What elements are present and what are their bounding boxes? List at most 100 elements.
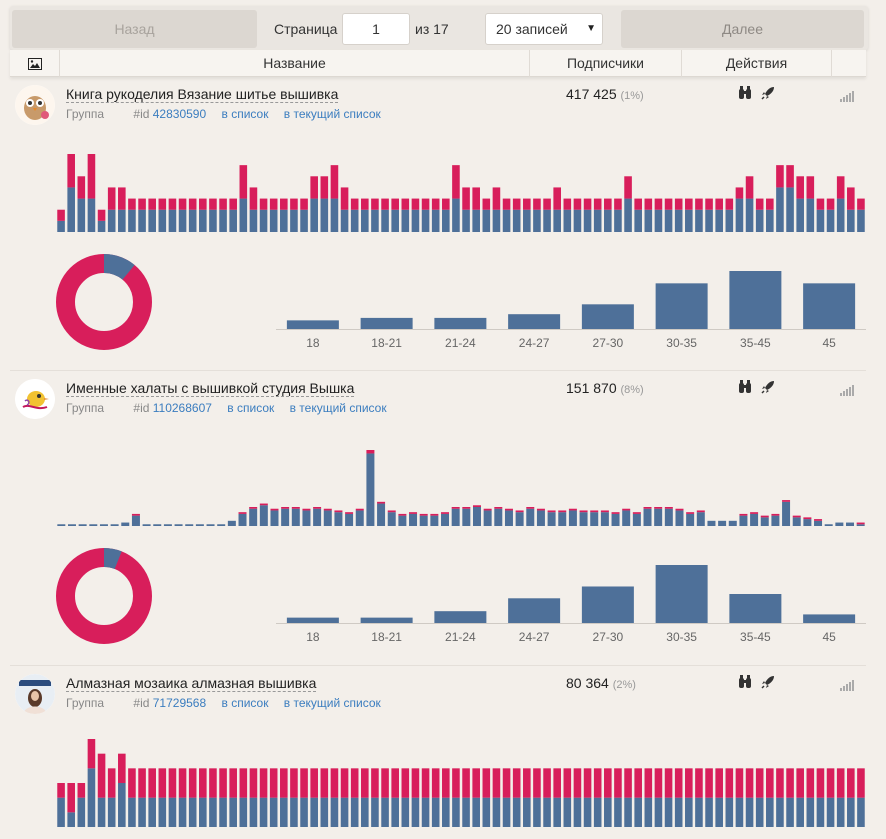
activity-bar-base xyxy=(199,209,207,232)
activity-bar-base xyxy=(792,517,801,526)
activity-bar-base xyxy=(138,797,146,827)
activity-bar-base xyxy=(771,515,780,526)
activity-chart xyxy=(57,450,865,526)
activity-bar-top xyxy=(355,508,364,511)
subscribers-value: 417 425 xyxy=(566,86,617,102)
activity-bar-base xyxy=(553,209,561,232)
activity-bar-base xyxy=(67,812,75,827)
group-title[interactable]: Именные халаты с вышивкой студия Вышка xyxy=(66,380,355,397)
binoculars-icon[interactable] xyxy=(738,86,752,100)
activity-bar-base xyxy=(401,797,410,827)
age-bar xyxy=(508,314,561,329)
activity-bar-top xyxy=(593,198,602,210)
activity-bar-base xyxy=(553,797,561,827)
activity-bar-top xyxy=(229,768,237,798)
page-input[interactable]: 1 xyxy=(342,13,410,45)
per-page-select[interactable]: 20 записей ▼ xyxy=(485,13,603,45)
group-avatar[interactable] xyxy=(15,674,55,714)
activity-bar-base xyxy=(814,520,823,526)
activity-bar-top xyxy=(300,198,308,210)
activity-bar-base xyxy=(515,512,524,526)
activity-bar-top xyxy=(786,165,794,188)
activity-bar-base xyxy=(492,797,501,827)
age-bar xyxy=(581,304,634,329)
activity-bar-base xyxy=(573,209,582,232)
group-id-link[interactable]: 71729568 xyxy=(152,696,207,710)
activity-bar-top xyxy=(611,512,620,514)
name-column-header[interactable]: Название xyxy=(60,50,530,77)
signal-icon[interactable] xyxy=(840,384,856,396)
activity-bar-top xyxy=(361,768,369,798)
add-to-current-list-link[interactable]: в текущий список xyxy=(289,401,387,415)
activity-bar-base xyxy=(138,209,146,232)
activity-bar-base xyxy=(462,209,470,232)
activity-bar-base xyxy=(543,209,551,232)
age-tick-label: 18-21 xyxy=(371,336,402,350)
activity-bar-top xyxy=(330,768,339,798)
row-divider xyxy=(10,665,866,666)
activity-bar-top xyxy=(515,510,524,513)
activity-bar-top xyxy=(409,512,418,514)
activity-bar-base xyxy=(57,797,65,827)
group-title[interactable]: Алмазная мозаика алмазная вышивка xyxy=(66,675,317,692)
activity-bar-base xyxy=(568,510,577,526)
activity-bar-top xyxy=(806,176,815,199)
activity-bar-top xyxy=(280,198,288,210)
activity-bar-base xyxy=(462,797,470,827)
group-title[interactable]: Книга рукоделия Вязание шитье вышивка xyxy=(66,86,339,103)
donut-slice-minor xyxy=(56,548,152,644)
image-column-header[interactable] xyxy=(10,50,60,77)
rocket-icon[interactable] xyxy=(761,675,775,689)
activity-bar-top xyxy=(452,165,460,199)
activity-bar-top xyxy=(411,768,420,798)
activity-bar-base xyxy=(366,453,375,526)
activity-bar-base xyxy=(118,209,126,232)
add-to-list-link[interactable]: в список xyxy=(221,696,269,710)
activity-bar-top xyxy=(771,513,780,516)
activity-bar-top xyxy=(590,510,599,513)
activity-bar-base xyxy=(209,209,217,232)
binoculars-icon[interactable] xyxy=(738,675,752,689)
activity-bar-base xyxy=(361,209,369,232)
group-avatar[interactable] xyxy=(15,379,55,419)
next-button[interactable]: Далее xyxy=(621,10,864,48)
back-button[interactable]: Назад xyxy=(12,10,257,48)
rocket-icon[interactable] xyxy=(761,380,775,394)
activity-bar-top xyxy=(462,768,470,798)
rocket-icon[interactable] xyxy=(761,86,775,100)
activity-bar-base xyxy=(87,768,96,827)
group-id-link[interactable]: 42830590 xyxy=(152,107,207,121)
signal-icon[interactable] xyxy=(840,90,856,102)
binoculars-icon[interactable] xyxy=(738,380,752,394)
add-to-list-link[interactable]: в список xyxy=(221,107,269,121)
table-header: Название Подписчики Действия xyxy=(10,50,866,77)
add-to-current-list-link[interactable]: в текущий список xyxy=(283,696,381,710)
donut-slice-major xyxy=(56,254,152,350)
activity-bar-base xyxy=(77,797,86,827)
activity-bar-top xyxy=(622,508,631,511)
activity-bar-top xyxy=(816,768,825,798)
signal-icon[interactable] xyxy=(840,679,856,691)
age-tick-label: 30-35 xyxy=(666,630,697,644)
subscribers-column-header[interactable]: Подписчики xyxy=(530,50,682,77)
age-bar xyxy=(360,617,413,623)
activity-bar-base xyxy=(725,797,734,827)
activity-bar-base xyxy=(826,209,835,232)
activity-bar-base xyxy=(259,797,268,827)
activity-bar-base xyxy=(158,797,167,827)
activity-bar-top xyxy=(371,768,379,798)
activity-bar-base xyxy=(168,209,177,232)
activity-bar-top xyxy=(593,768,602,798)
group-id-link[interactable]: 110268607 xyxy=(152,401,212,415)
activity-bar-top xyxy=(604,198,612,210)
group-type: Группа xyxy=(66,107,105,121)
group-avatar[interactable] xyxy=(15,85,55,125)
add-to-current-list-link[interactable]: в текущий список xyxy=(283,107,381,121)
add-to-list-link[interactable]: в список xyxy=(227,401,275,415)
activity-bar-top xyxy=(350,768,359,798)
gender-donut-chart xyxy=(56,548,152,644)
activity-bar-top xyxy=(330,165,339,199)
activity-bar-top xyxy=(57,783,65,798)
activity-bar-base xyxy=(290,209,298,232)
activity-bar-base xyxy=(269,797,278,827)
